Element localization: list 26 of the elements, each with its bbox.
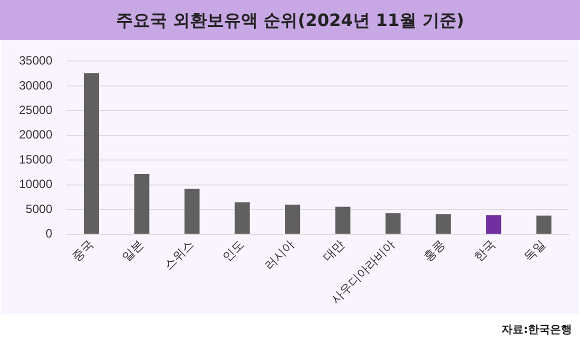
bar [536, 216, 552, 234]
bar [335, 206, 350, 234]
x-tick-label: 독일 [521, 237, 548, 264]
y-tick-label: 15000 [18, 152, 53, 166]
x-tick-label: 한국 [471, 237, 498, 264]
bar [436, 214, 451, 234]
y-tick-label: 5000 [26, 202, 53, 216]
bar [184, 188, 200, 234]
y-tick-label: 35000 [18, 54, 53, 68]
bar [486, 215, 502, 234]
x-tick-label: 홍콩 [420, 237, 448, 264]
y-tick-label: 10000 [18, 177, 53, 192]
y-tick-label: 30000 [18, 78, 53, 92]
text: 자료:한국은행 [500, 322, 573, 337]
y-tick-label: 0 [46, 226, 53, 241]
y-tick-label: 20000 [18, 128, 53, 142]
bar [386, 213, 401, 234]
y-tick-label: 25000 [18, 103, 53, 118]
chart-title: 주요국 외환보유액 순위(2024년 11월 기준) [0, 0, 580, 40]
x-tick-label: 인도 [220, 237, 247, 264]
x-tick-label: 일본 [119, 237, 146, 264]
bar [134, 174, 150, 234]
bar [84, 73, 100, 234]
x-tick-label: 중국 [69, 237, 96, 264]
bar [234, 202, 250, 234]
bar [285, 204, 300, 234]
